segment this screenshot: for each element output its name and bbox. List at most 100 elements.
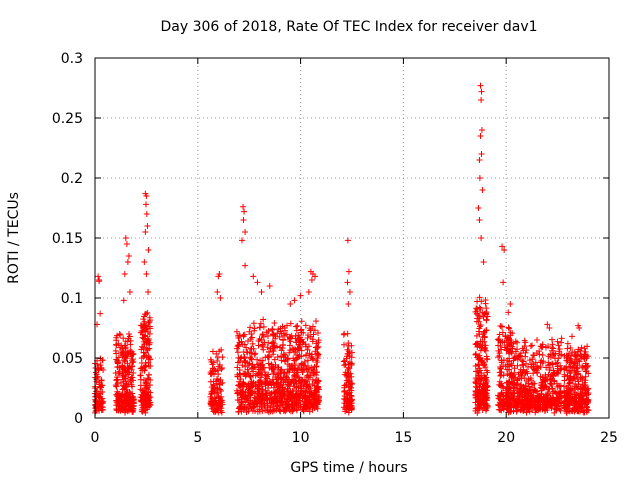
- data-point: [242, 358, 249, 365]
- data-point: [531, 380, 538, 387]
- data-point: [266, 364, 273, 371]
- data-point: [286, 349, 293, 356]
- data-point: [125, 253, 132, 259]
- data-point: [141, 311, 148, 318]
- data-point: [217, 407, 224, 414]
- data-point: [500, 357, 507, 364]
- data-point: [116, 344, 123, 351]
- data-point: [116, 331, 123, 337]
- data-point: [514, 390, 521, 397]
- data-point: [348, 361, 355, 368]
- data-point: [574, 362, 581, 369]
- data-point: [274, 379, 281, 386]
- data-point: [121, 342, 128, 349]
- data-point: [119, 386, 126, 393]
- data-point: [261, 369, 268, 376]
- data-point: [478, 88, 485, 95]
- data-point: [276, 402, 283, 409]
- data-point: [117, 331, 124, 338]
- data-point: [553, 406, 560, 413]
- data-point: [139, 387, 146, 394]
- data-point: [251, 394, 258, 401]
- data-point: [484, 356, 491, 363]
- data-point: [528, 377, 535, 384]
- data-point: [475, 361, 482, 368]
- data-point: [345, 360, 352, 367]
- data-point: [548, 347, 555, 354]
- data-point: [506, 325, 513, 332]
- data-point: [239, 237, 246, 244]
- data-point: [114, 376, 121, 383]
- data-point: [138, 364, 145, 371]
- data-point: [251, 388, 258, 395]
- data-point: [293, 323, 300, 330]
- data-point: [124, 403, 131, 410]
- data-point: [143, 339, 150, 346]
- data-point: [576, 358, 583, 365]
- data-point: [561, 377, 568, 384]
- data-point: [577, 385, 584, 392]
- data-point: [554, 369, 561, 376]
- data-point: [574, 365, 581, 372]
- data-point: [127, 347, 134, 354]
- data-point: [145, 319, 152, 326]
- data-point: [346, 365, 353, 372]
- data-point: [240, 217, 247, 223]
- data-point: [306, 408, 313, 415]
- data-point: [498, 357, 505, 364]
- data-point: [114, 359, 121, 366]
- data-point: [584, 396, 591, 403]
- data-point: [479, 407, 486, 414]
- data-point: [573, 352, 580, 359]
- data-point: [567, 344, 574, 351]
- data-point: [515, 371, 522, 378]
- data-point: [211, 384, 218, 391]
- data-point: [288, 363, 295, 370]
- data-point: [287, 333, 294, 340]
- data-point: [248, 331, 255, 338]
- data-point: [274, 343, 281, 350]
- x-tick-label: 5: [193, 430, 202, 446]
- data-point: [93, 397, 100, 404]
- data-point: [295, 374, 302, 381]
- data-point: [113, 383, 120, 390]
- data-point: [243, 349, 250, 356]
- data-point: [344, 279, 351, 286]
- data-point: [119, 349, 126, 356]
- data-point: [558, 402, 565, 409]
- data-point: [504, 361, 511, 368]
- data-point: [265, 384, 272, 391]
- data-point: [281, 369, 288, 376]
- data-point: [584, 385, 591, 392]
- data-point: [212, 368, 219, 375]
- data-point: [582, 373, 589, 380]
- data-point: [121, 271, 128, 277]
- data-point: [308, 394, 315, 401]
- data-point: [308, 364, 315, 371]
- data-point: [341, 330, 348, 337]
- data-point: [216, 271, 223, 277]
- data-point: [313, 357, 320, 364]
- data-point: [140, 349, 147, 356]
- data-point: [302, 322, 309, 329]
- data-point: [556, 346, 563, 353]
- data-point: [144, 336, 151, 343]
- data-point: [342, 361, 349, 368]
- data-point: [238, 354, 245, 361]
- data-point: [568, 407, 575, 414]
- data-point: [496, 381, 503, 388]
- data-point: [518, 357, 525, 364]
- data-point: [139, 331, 146, 338]
- data-point: [251, 327, 258, 334]
- data-point: [275, 370, 282, 377]
- data-point: [126, 363, 133, 370]
- data-point: [143, 402, 150, 409]
- data-point: [301, 358, 308, 365]
- data-point: [96, 400, 103, 407]
- data-point: [509, 345, 516, 352]
- data-point: [582, 363, 589, 370]
- data-point: [126, 391, 133, 398]
- data-point: [472, 368, 479, 375]
- data-point: [130, 358, 137, 365]
